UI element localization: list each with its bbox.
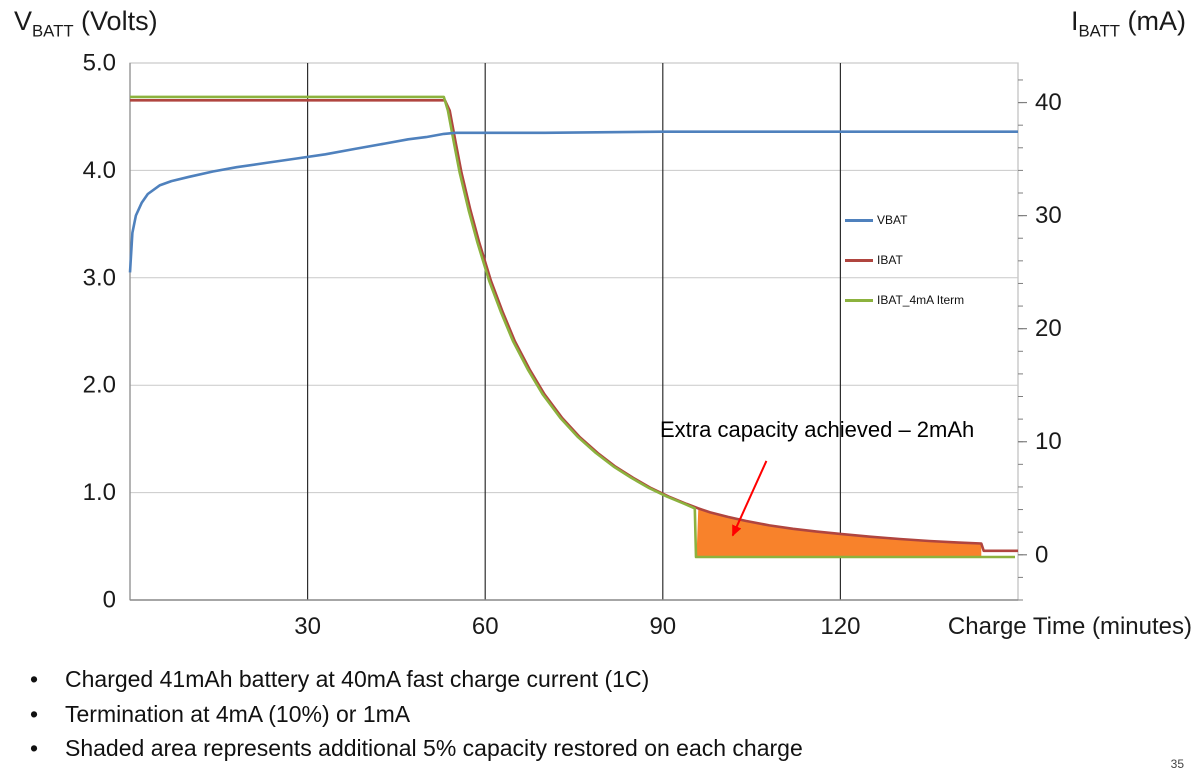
series-line-ibat: [130, 99, 1018, 553]
right-tick-label: 40: [1035, 89, 1062, 116]
left-tick-label: 3.0: [83, 264, 116, 291]
left-tick-label: 1.0: [83, 479, 116, 506]
plot-border: [129, 62, 1019, 601]
series-line-ibat-4ma-iterm: [130, 95, 1015, 559]
right-tick-label: 0: [1035, 541, 1048, 568]
right-tick-label: 30: [1035, 202, 1062, 229]
x-tick-label: 90: [649, 613, 676, 640]
legend-item-ibat: IBAT: [845, 240, 964, 280]
legend-item-ibat-4ma-iterm: IBAT_4mA Iterm: [845, 280, 964, 320]
series-line-vbat: [128, 130, 1018, 273]
left-axis-title: VBATT (Volts): [14, 6, 158, 41]
shaded-extra-capacity-area: [696, 508, 982, 557]
x-tick-label: 60: [472, 613, 499, 640]
legend-label-vbat: VBAT: [877, 213, 908, 227]
bullet-list: Charged 41mAh battery at 40mA fast charg…: [28, 666, 1170, 770]
ibat-4ma-iterm-line-swatch: [845, 298, 873, 302]
right-axis-title-main: I: [1070, 6, 1079, 36]
bullet-charge-current: Charged 41mAh battery at 40mA fast charg…: [28, 666, 1170, 694]
battery-charge-profile-chart: 0 10 20 30 40 0 1.0 2.0 3.0 4.0 5.0 30 60 90 120 Charge…: [83, 50, 1192, 641]
x-tick-label: 30: [294, 613, 321, 640]
legend-label-ibat-4ma-iterm: IBAT_4mA Iterm: [877, 293, 965, 307]
left-tick-label: 0: [103, 587, 116, 614]
annotation-arrow: [731, 460, 768, 537]
bullet-shaded-area: Shaded area represents additional 5% cap…: [28, 735, 1170, 763]
x-axis-title: Charge Time (minutes): [948, 613, 1192, 640]
left-tick-label: 4.0: [83, 157, 116, 184]
left-axis-title-main: V: [14, 6, 33, 36]
right-axis-title: IBATT (mA): [1071, 6, 1186, 41]
extra-capacity-annotation: Extra capacity achieved – 2mAh: [660, 417, 975, 442]
vbat-line-swatch: [845, 218, 873, 222]
right-tick-label: 20: [1035, 315, 1062, 342]
left-tick-label: 5.0: [83, 50, 116, 77]
right-tick-label: 10: [1035, 428, 1062, 455]
left-axis-title-unit: (Volts): [73, 6, 158, 36]
right-axis-title-sub: BATT: [1078, 21, 1121, 41]
ibat-line-swatch: [845, 258, 873, 262]
left-tick-label: 2.0: [83, 372, 116, 399]
x-tick-label: 120: [820, 613, 860, 640]
legend-label-ibat: IBAT: [877, 253, 903, 267]
left-axis-title-sub: BATT: [32, 21, 74, 41]
chart-legend: VBAT IBAT IBAT_4mA Iterm: [845, 200, 964, 320]
page-number: 35: [1170, 757, 1184, 771]
bullet-termination: Termination at 4mA (10%) or 1mA: [28, 701, 1170, 729]
right-axis-title-unit: (mA): [1120, 6, 1186, 36]
legend-item-vbat: VBAT: [845, 200, 964, 240]
